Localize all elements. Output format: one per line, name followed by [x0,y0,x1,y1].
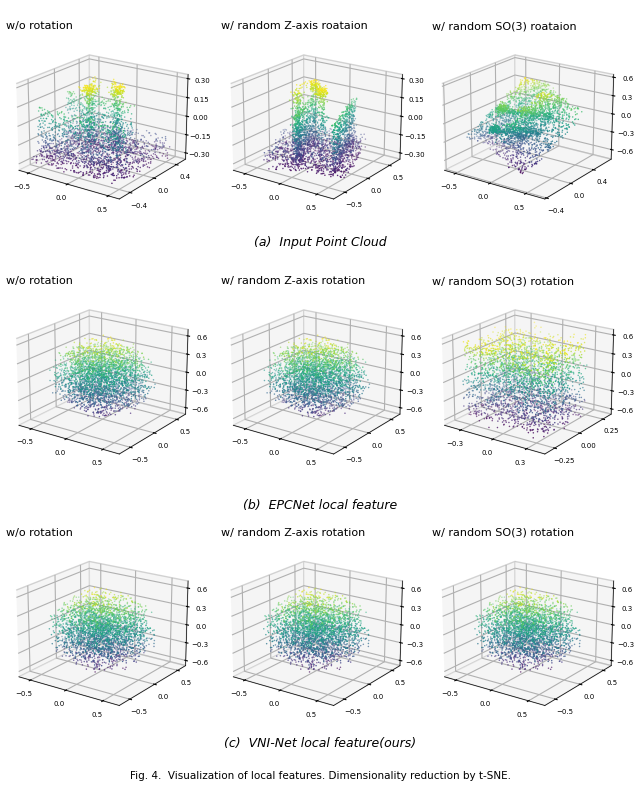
Text: Fig. 4.  Visualization of local features. Dimensionality reduction by t-SNE.: Fig. 4. Visualization of local features.… [129,771,511,781]
Text: w/ random Z-axis rotation: w/ random Z-axis rotation [221,276,365,286]
Text: (c)  VNI-Net local feature(ours): (c) VNI-Net local feature(ours) [224,737,416,750]
Text: w/o rotation: w/o rotation [6,21,73,31]
Text: w/ random SO(3) rotation: w/ random SO(3) rotation [432,528,574,538]
Text: (a)  Input Point Cloud: (a) Input Point Cloud [253,237,387,249]
Text: w/ random Z-axis rotation: w/ random Z-axis rotation [221,528,365,538]
Text: w/o rotation: w/o rotation [6,276,73,286]
Text: w/ random Z-axis roataion: w/ random Z-axis roataion [221,21,367,31]
Text: w/o rotation: w/o rotation [6,528,73,538]
Text: (b)  EPCNet local feature: (b) EPCNet local feature [243,499,397,512]
Text: w/ random SO(3) roataion: w/ random SO(3) roataion [432,21,577,31]
Text: w/ random SO(3) rotation: w/ random SO(3) rotation [432,276,574,286]
